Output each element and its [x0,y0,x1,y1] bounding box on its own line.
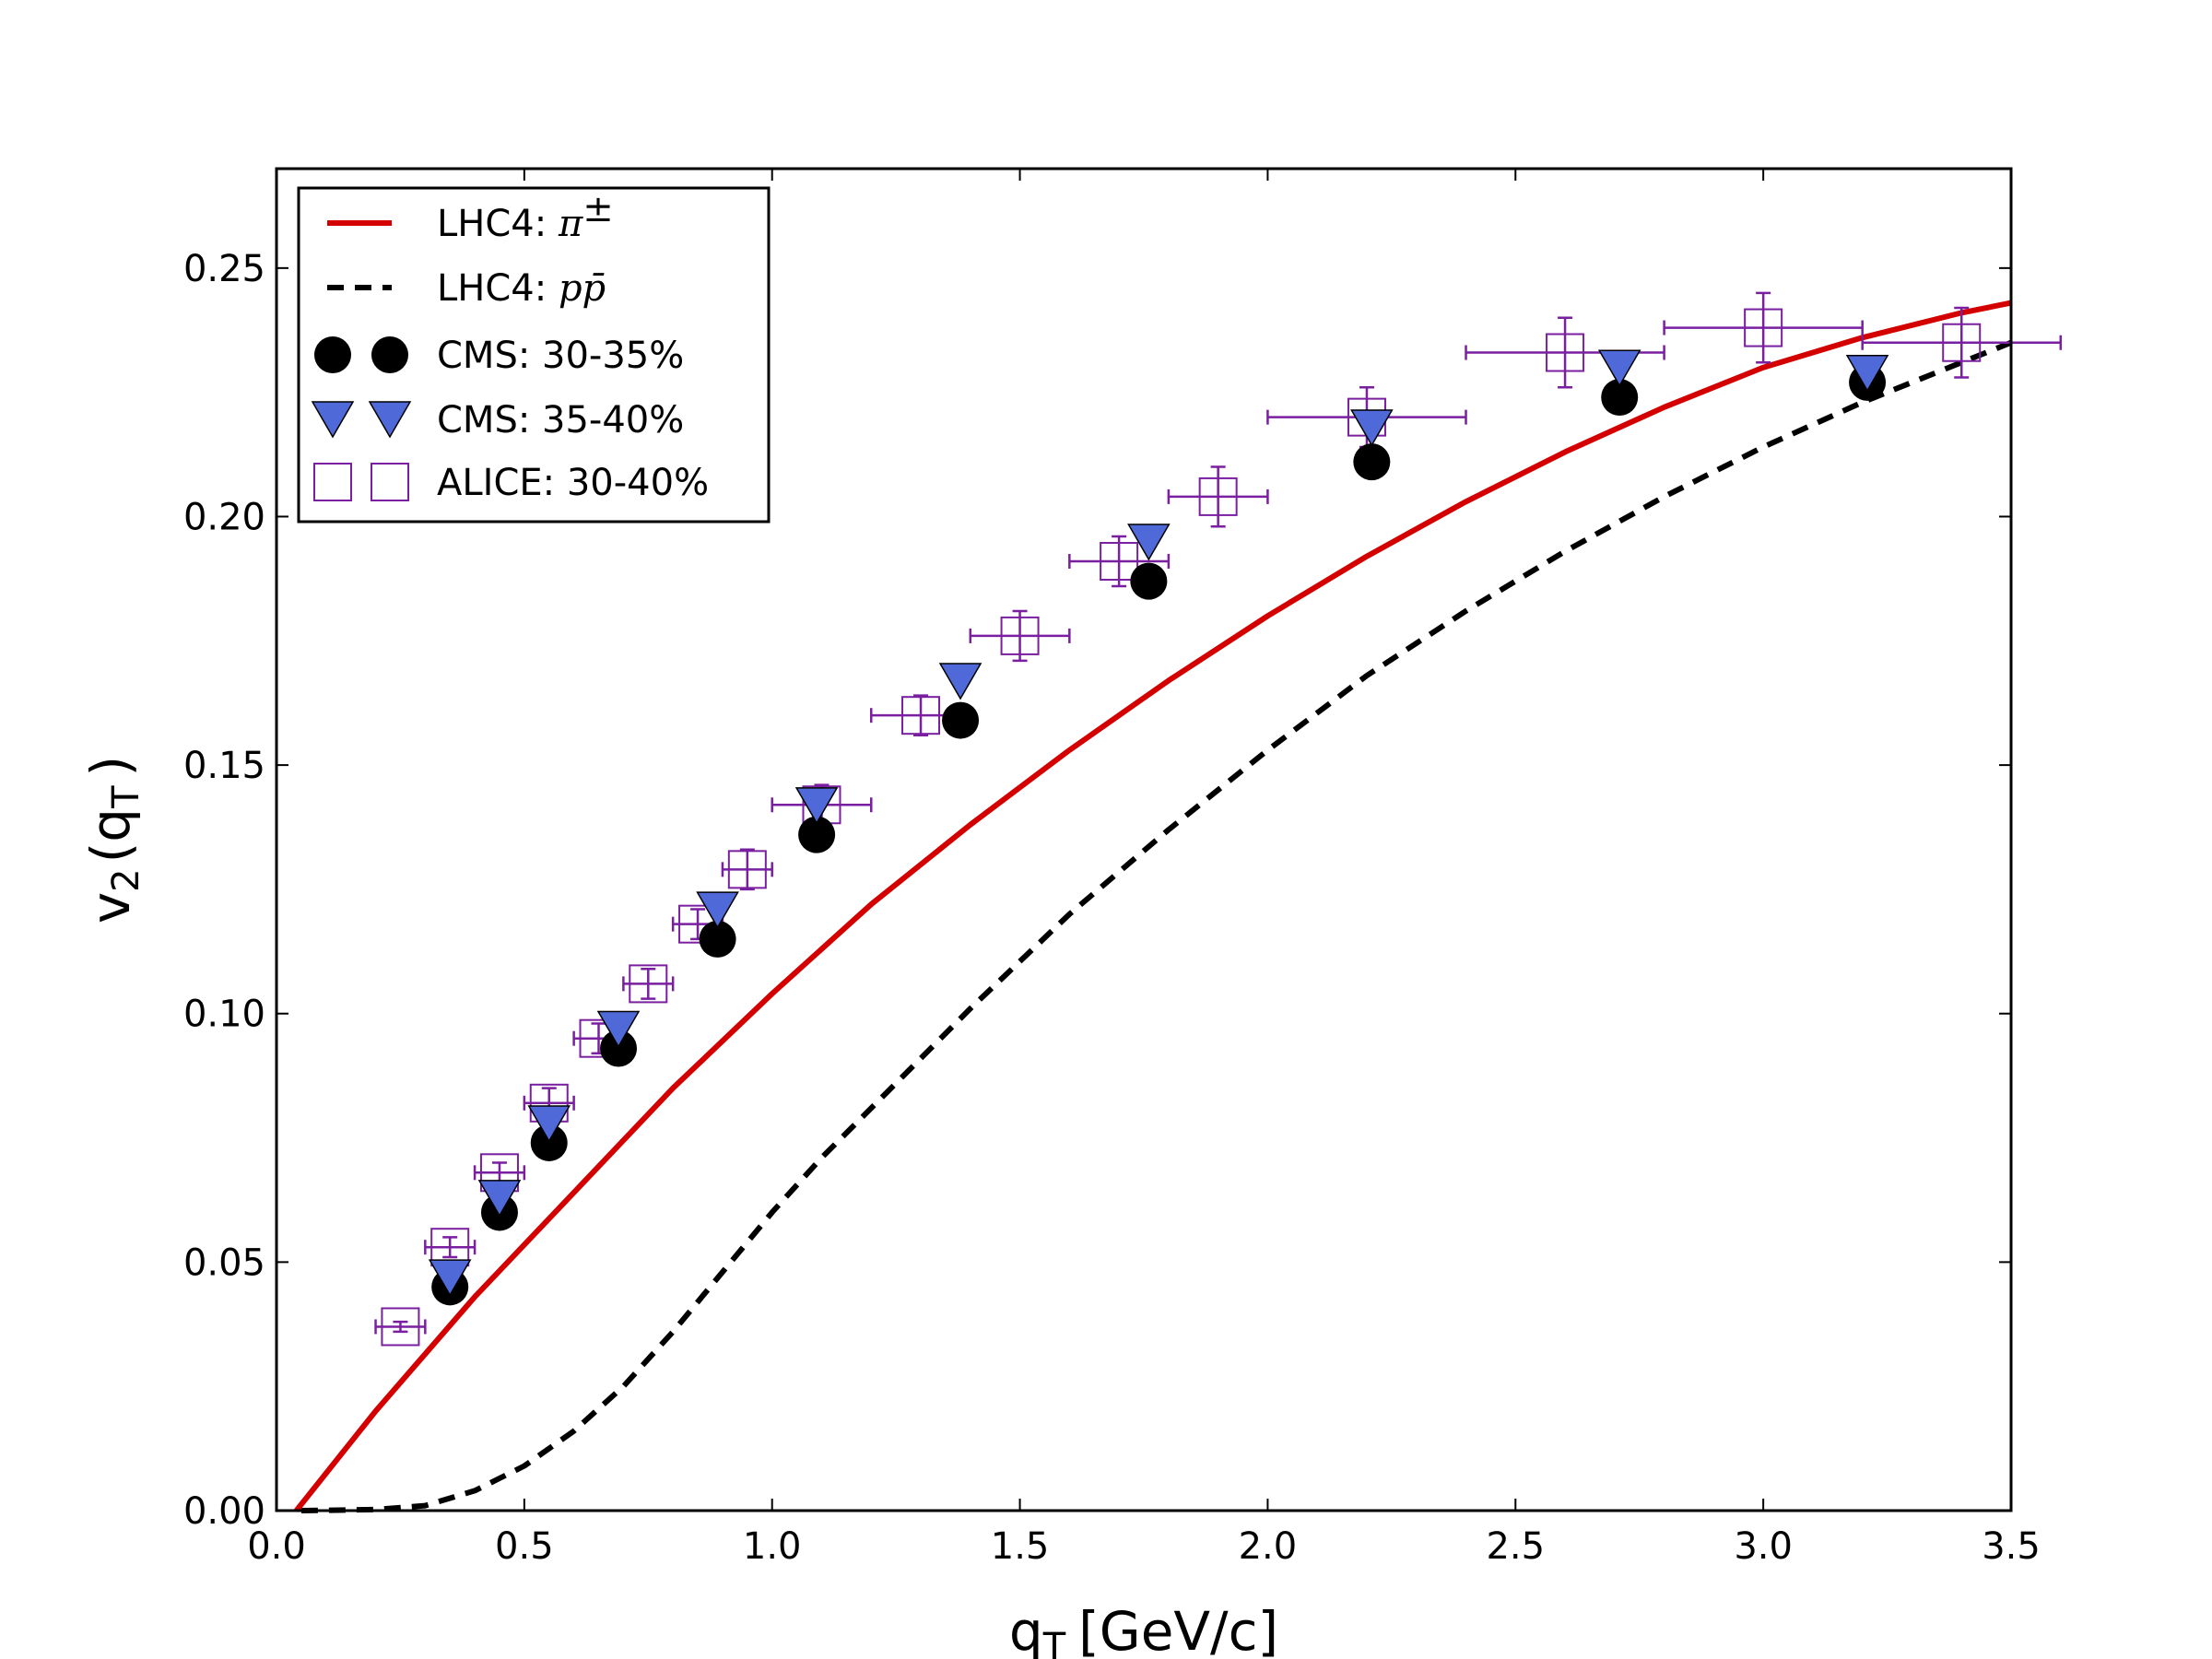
legend: LHC4: π± LHC4: pp̄ CMS: 30-35% CMS: 35-4… [297,186,771,524]
cms-3540-point [1127,524,1171,561]
y-axis-title: v2(qT) [79,756,147,924]
model-curves [294,300,2013,1513]
alice-point [1000,616,1040,655]
legend-marker-cms3540-b [368,401,412,439]
cms-3540-point [1845,354,1889,393]
series-line-pi [294,300,2012,1512]
cms-3540-point [794,787,839,825]
cms-3035-point [942,701,980,739]
y-tick-label: 0.05 [183,1241,265,1284]
cms-3035-point [1130,562,1168,600]
legend-label-cms3540: CMS: 35-40% [437,399,684,441]
legend-label-ppbar: LHC4: pp̄ [437,267,606,310]
cms-3540-point [1350,409,1394,447]
x-tick-label: 1.0 [743,1525,802,1568]
alice-point [1744,308,1783,347]
x-tick-label: 0.5 [495,1525,554,1568]
legend-label-pi: LHC4: π± [437,188,614,245]
cms-3035-point [600,1030,638,1067]
alice-point [629,964,668,1004]
x-axis-title: qT [GeV/c] [1009,1600,1278,1659]
legend-marker-alice-b [371,463,409,501]
cms-3540-point [1597,349,1641,387]
alice-point [901,696,941,735]
series-line-ppbar [300,339,2013,1513]
y-tick-label: 0.25 [183,248,265,290]
cms-3540-point [428,1259,472,1297]
legend-marker-cms3540-a [311,401,355,439]
cms-3540-point [938,663,982,700]
y-tick-label: 0.00 [183,1490,265,1533]
cms-3035-point [699,920,736,958]
alice-point [1198,477,1238,516]
alice-point [727,850,767,889]
legend-label-alice: ALICE: 30-40% [437,462,709,504]
cms-3035-point [1601,379,1639,417]
y-tick-label: 0.10 [183,994,265,1036]
y-tick-label: 0.15 [183,745,265,787]
y-tick-label: 0.20 [183,496,265,538]
plot-frame [275,167,2013,1512]
cms-3035-point [1353,443,1391,481]
cms-3540-point [477,1180,522,1218]
alice-point [381,1307,420,1347]
x-tick-label: 3.0 [1734,1525,1793,1568]
axis-ticks: 0.0 0.5 1.0 1.5 2.0 2.5 3.0 3.5 0.00 0.05 0.10 0.15… [183,169,2041,1568]
legend-marker-cms3035-b [371,336,408,373]
data-markers [374,291,2063,1347]
cms-3540-point [596,1010,641,1049]
legend-marker-cms3035-a [314,336,351,373]
cms-3035-point [798,816,836,853]
cms-3035-point [530,1124,568,1161]
legend-label-cms3035: CMS: 30-35% [437,335,684,377]
cms-3540-point [696,891,739,929]
x-tick-label: 2.5 [1486,1525,1545,1568]
legend-marker-alice-a [313,463,352,501]
x-tick-label: 1.5 [991,1525,1050,1568]
alice-point [1546,333,1585,372]
cms-3540-point [527,1105,571,1143]
x-tick-label: 3.5 [1982,1525,2041,1568]
x-tick-label: 0.0 [247,1525,306,1568]
alice-point [1942,323,1982,362]
alice-point [1100,542,1139,582]
x-tick-label: 2.0 [1239,1525,1298,1568]
